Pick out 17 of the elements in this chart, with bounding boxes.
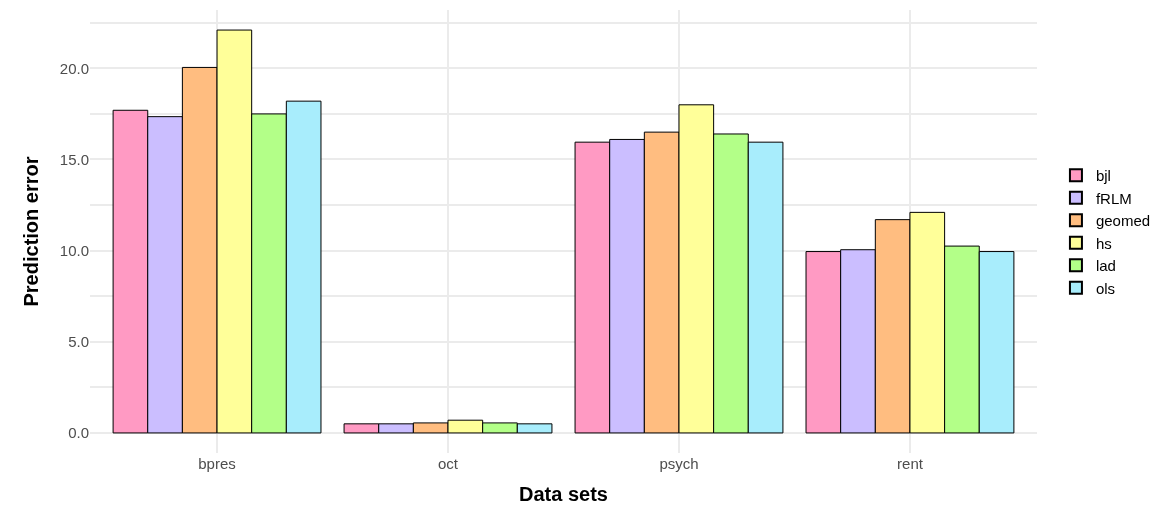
x-tick-label: psych: [659, 455, 699, 472]
legend-label: bjl: [1095, 167, 1111, 185]
legend-label: ols: [1095, 279, 1116, 297]
legend-label: fRLM: [1095, 189, 1132, 207]
y-axis-title: Prediction error: [20, 156, 43, 307]
y-tick-label: 5.0: [68, 333, 89, 351]
legend-label: lad: [1095, 257, 1116, 275]
x-tick-label: oct: [438, 455, 459, 472]
y-tick-label: 20.0: [59, 59, 89, 77]
y-tick-label: 0.0: [68, 424, 89, 442]
y-tick-label: 10.0: [59, 241, 89, 259]
y-tick-label: 15.0: [59, 150, 89, 168]
x-tick-label: rent: [897, 455, 924, 472]
legend-label: hs: [1095, 234, 1112, 252]
legend-label: geomed: [1095, 212, 1151, 230]
x-axis-title: Data sets: [519, 482, 608, 505]
x-tick-label: bpres: [198, 455, 236, 472]
